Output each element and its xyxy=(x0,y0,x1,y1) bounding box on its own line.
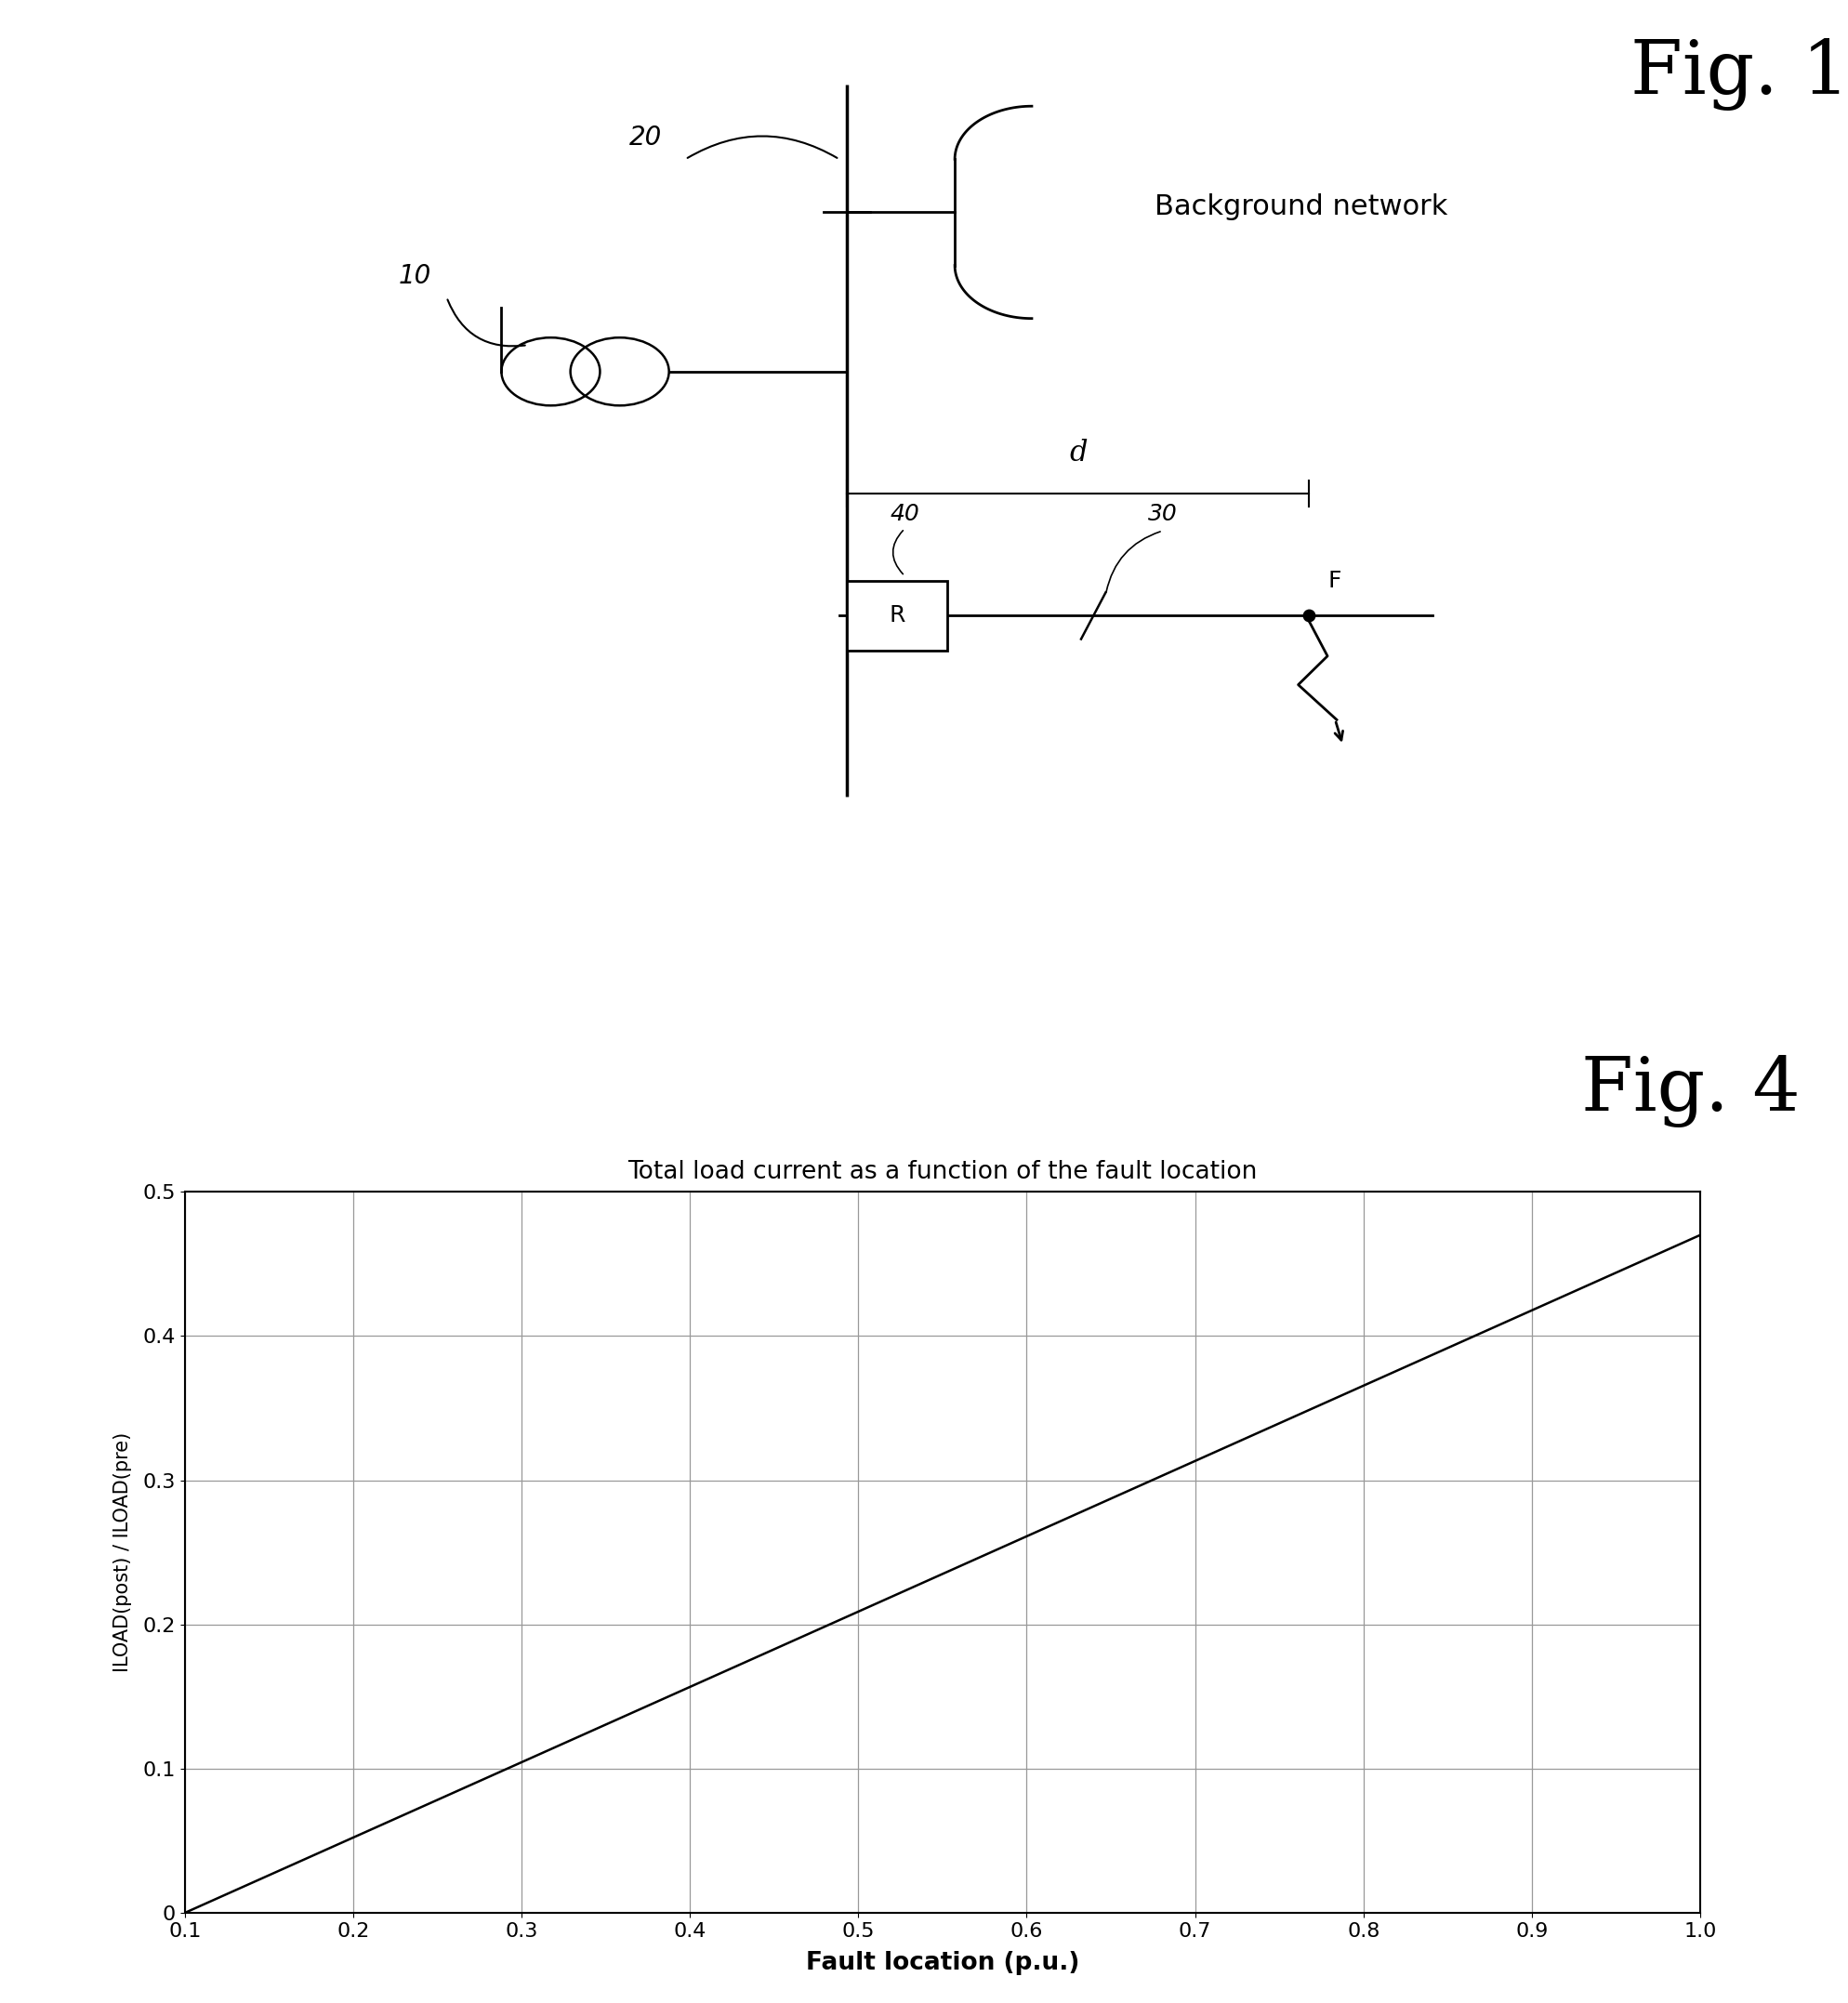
Text: 30: 30 xyxy=(1148,503,1177,525)
Text: 40: 40 xyxy=(891,503,920,525)
FancyBboxPatch shape xyxy=(846,581,948,651)
Text: Fig. 4: Fig. 4 xyxy=(1582,1056,1800,1128)
Title: Total load current as a function of the fault location: Total load current as a function of the … xyxy=(628,1160,1257,1184)
Text: 10: 10 xyxy=(399,262,431,288)
Text: Fig. 1: Fig. 1 xyxy=(1630,38,1848,110)
Text: d: d xyxy=(1068,439,1087,467)
Text: Background network: Background network xyxy=(1155,194,1449,220)
Text: 20: 20 xyxy=(630,124,662,150)
Y-axis label: ILOAD(post) / ILOAD(pre): ILOAD(post) / ILOAD(pre) xyxy=(115,1432,133,1673)
Text: F: F xyxy=(1327,571,1342,593)
Text: R: R xyxy=(889,605,906,627)
X-axis label: Fault location (p.u.): Fault location (p.u.) xyxy=(806,1951,1079,1975)
